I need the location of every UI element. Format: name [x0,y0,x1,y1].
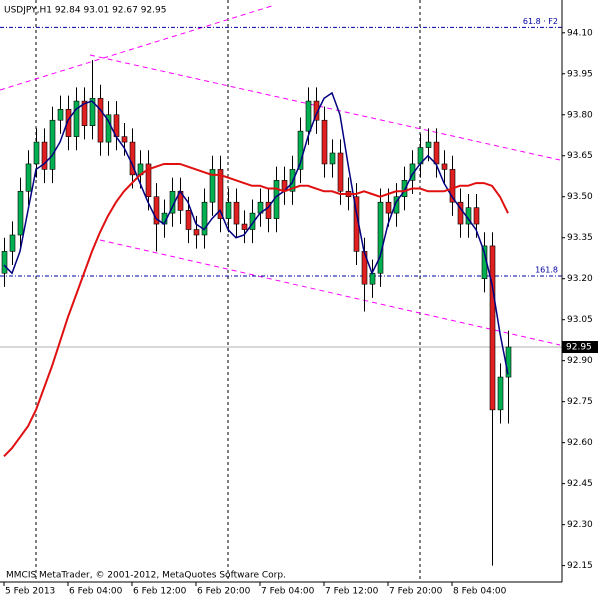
x-tick-label: 6 Feb 12:00 [133,587,187,597]
candle-body [441,163,448,170]
y-tick-label: 92.15 [567,561,593,571]
candle-body [73,100,80,137]
candle-body [337,152,344,192]
candle-body [1,251,8,274]
candle-body [105,114,112,143]
footer: MMCIS MetaTrader, © 2001-2012, MetaQuote… [6,571,286,581]
x-tick-label: 7 Feb 12:00 [325,587,379,597]
x-tick-label: 7 Feb 04:00 [261,587,315,597]
candle-body [305,100,312,132]
candle-body [17,190,24,236]
y-tick-label: 93.50 [567,192,593,202]
candle-body [425,141,432,148]
candle-body [489,245,496,411]
y-tick-label: 94.10 [567,28,593,38]
y-tick-label: 92.45 [567,479,593,489]
candle-body [497,376,504,411]
candle-body [385,201,392,214]
y-tick-label: 92.75 [567,397,593,407]
candle-body [201,201,208,236]
candle-body [217,169,224,219]
candle-body [409,163,416,181]
x-tick-label: 6 Feb 20:00 [197,587,251,597]
candle-body [57,108,64,121]
candle-body [473,207,480,225]
x-tick-label: 6 Feb 04:00 [69,587,123,597]
trendlines [0,4,561,346]
y-tick-label: 93.80 [567,110,593,120]
y-tick-label: 93.05 [567,315,593,325]
plot: 61.8 · F2 161.8 [0,17,562,566]
candle-body [81,100,88,126]
candle-body [49,119,56,170]
candle-body [209,169,216,203]
candle-body [153,196,160,225]
candle-body [25,163,32,192]
y-tick-label: 93.35 [567,233,593,243]
candle-body [265,201,272,219]
moving-average [3,162,509,458]
moving-average [3,91,509,375]
candle-body [41,141,48,170]
candle-body [241,223,248,230]
candle-body [249,212,256,230]
candle-body [449,169,456,203]
last-price-box [562,341,598,354]
candle-body [33,141,40,165]
separators [35,0,421,582]
candle-body [193,229,200,236]
candle-body [297,130,304,170]
x-tick-label: 8 Feb 04:00 [453,587,507,597]
candle-body [145,163,152,198]
candle-body [97,98,104,143]
candle-body [121,136,128,143]
candle-body [225,201,232,219]
level-label: 61.8 · F2 [523,17,558,26]
x-tick-label: 7 Feb 20:00 [389,587,443,597]
candle-body [9,234,16,252]
last-price-label: 92.95 [566,343,592,353]
y-tick-label: 92.30 [567,520,593,530]
y-tick-label: 93.65 [567,151,593,161]
candle-body [313,100,320,121]
y-tick-label: 93.95 [567,69,593,79]
trendline [99,239,561,346]
candle-body [393,196,400,214]
candle-body [185,210,192,230]
candle-body [321,119,328,165]
candle-body [65,108,72,137]
candle-body [233,201,240,225]
candle-body [377,201,384,274]
candle-body [505,346,512,378]
y-tick-label: 92.60 [567,438,593,448]
candle-body [369,272,376,285]
y-tick-label: 92.90 [567,356,593,366]
candle-body [89,98,96,126]
chart-title: USDJPY,H1 92.84 93.01 92.67 92.95 [4,6,166,16]
candle-body [457,201,464,225]
x-tick-label: 5 Feb 2013 [5,587,55,597]
y-tick-label: 93.20 [567,274,593,284]
level-label: 161.8 [535,265,558,274]
candle-body [433,141,440,165]
trendline [0,4,276,91]
candle-body [329,152,336,165]
